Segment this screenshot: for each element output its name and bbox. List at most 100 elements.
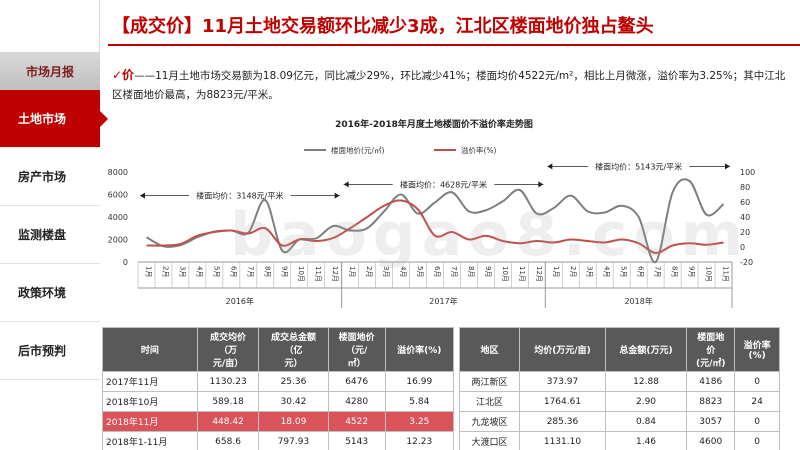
x-tick-label: 4月 — [399, 266, 407, 277]
legend-label: 楼面地价(元/㎡) — [331, 145, 384, 155]
summary-table-cell: 658.6 — [196, 431, 260, 450]
summary-paragraph: ✓价——11月土地市场交易额为18.09亿元，同比减少29%，环比减少41%；楼… — [112, 66, 792, 105]
x-tick-label: 1月 — [552, 266, 560, 277]
summary-table-cell: 1130.23 — [196, 371, 260, 392]
summary-table-cell: 30.42 — [258, 391, 329, 412]
summary-table-cell: 18.09 — [258, 411, 329, 432]
summary-table-row: 2018年11月 448.42 18.09 4522 3.25 — [102, 411, 455, 432]
price-trend-chart: 2016年-2018年月度土地楼面价不溢价率走势图 楼面地价(元/㎡) 溢价率(%… — [104, 112, 764, 322]
sidebar-item-monitored-projects[interactable]: 监测楼盘 — [0, 206, 100, 264]
sidebar-item-land-market[interactable]: 土地市场 — [0, 90, 108, 148]
district-table-row: 九龙坡区 285.36 0.84 3057 0 — [458, 411, 780, 432]
district-table-cell: 0 — [734, 411, 780, 432]
summary-table-cell: 3.25 — [384, 411, 455, 432]
y-left-tick-label: 4000 — [108, 213, 128, 222]
x-tick-label: 2月 — [365, 266, 373, 277]
district-table-cell: 3057 — [686, 411, 736, 432]
summary-table-cell: 6476 — [327, 371, 386, 392]
x-tick-label: 9月 — [688, 266, 696, 277]
x-tick-label: 6月 — [637, 266, 645, 277]
page-title: 【成交价】11月土地交易额环比减少3成，江北区楼面地价独占鳌头 — [112, 16, 654, 37]
summary-table-header-cell: 时间 — [102, 327, 198, 372]
summary-table-cell: 2018年1-11月 — [102, 431, 198, 450]
district-table-cell: 1.46 — [604, 431, 688, 450]
x-tick-label: 7月 — [654, 266, 662, 277]
sidebar-item-property-market[interactable]: 房产市场 — [0, 148, 100, 206]
x-tick-label: 3月 — [382, 266, 390, 277]
y-right-tick-label: 100 — [740, 168, 755, 177]
x-tick-label: 10月 — [297, 266, 305, 282]
summary-table-header-cell: 楼面地价 （元/㎡） — [327, 327, 386, 372]
summary-table-header-cell: 成交总金额 （亿 元） — [258, 327, 329, 372]
annotation-arrow — [725, 163, 730, 170]
district-table-cell: 2.90 — [604, 391, 688, 412]
x-tick-label: 3月 — [586, 266, 594, 277]
x-tick-label: 6月 — [433, 266, 441, 277]
summary-table-cell: 5.84 — [384, 391, 455, 412]
district-table-header-cell: 地区 — [458, 327, 521, 372]
x-year-label: 2018年 — [624, 296, 652, 306]
x-tick-label: 8月 — [467, 266, 475, 277]
district-table-cell: 0 — [734, 371, 780, 392]
y-left-tick-label: 0 — [123, 258, 128, 267]
x-tick-label: 6月 — [229, 266, 237, 277]
x-tick-label: 11月 — [722, 266, 730, 282]
x-tick-label: 7月 — [450, 266, 458, 277]
x-tick-label: 9月 — [484, 266, 492, 277]
x-tick-label: 11月 — [314, 266, 322, 282]
district-table-cell: 24 — [734, 391, 780, 412]
annotation-label: 楼面均价：3148元/平米 — [196, 191, 283, 201]
summary-table-header-cell: 溢价率(%) — [384, 327, 455, 372]
district-table-row: 大渡口区 1131.10 1.46 4600 0 — [458, 431, 780, 450]
summary-table-cell: 2018年11月 — [102, 411, 198, 432]
y-right-tick-label: 40 — [740, 213, 750, 222]
x-tick-label: 9月 — [280, 266, 288, 277]
summary-table-cell: 589.18 — [196, 391, 260, 412]
x-tick-label: 1月 — [348, 266, 356, 277]
x-year-label: 2017年 — [429, 296, 457, 306]
x-tick-label: 8月 — [671, 266, 679, 277]
x-tick-label: 3月 — [178, 266, 186, 277]
district-table-header-cell: 楼面地价 (元/㎡) — [686, 327, 736, 372]
district-table-cell: 两江新区 — [458, 371, 521, 392]
x-tick-label: 12月 — [535, 266, 543, 282]
summary-table: 时间 成交均价 （万 元/亩） 成交总金额 （亿 元） 楼面地价 （元/㎡） 溢价率(%) 201… — [102, 327, 455, 450]
y-right-tick-label: -20 — [740, 258, 753, 267]
district-table-row: 江北区 1764.61 2.90 8823 24 — [458, 391, 780, 412]
summary-table-cell: 5143 — [327, 431, 386, 450]
summary-table-cell: 797.93 — [258, 431, 329, 450]
annotation-arrow — [343, 181, 349, 188]
title-divider — [108, 44, 800, 46]
x-tick-label: 2月 — [161, 266, 169, 277]
district-table-header-cell: 均价(万元/亩) — [519, 327, 606, 372]
annotation-arrow — [140, 192, 145, 199]
annotation-label: 楼面均价：5143元/平米 — [595, 161, 682, 171]
summary-table-header-cell: 成交均价 （万 元/亩） — [196, 327, 260, 372]
annotation-arrow — [538, 181, 544, 188]
y-right-tick-label: 0 — [740, 243, 745, 252]
summary-head: ✓价 — [112, 68, 135, 82]
district-table-header-cell: 总金额(万元) — [604, 327, 688, 372]
annotation-label: 楼面均价：4628元/平米 — [400, 179, 487, 189]
district-table-cell: 1131.10 — [519, 431, 606, 450]
floor-price-line — [145, 178, 725, 264]
sidebar-item-policy[interactable]: 政策环境 — [0, 264, 100, 322]
summary-table-cell: 2018年10月 — [102, 391, 198, 412]
district-table: 地区 均价(万元/亩) 总金额(万元) 楼面地价 (元/㎡) 溢价率 (%) 两江新区 373… — [458, 327, 780, 450]
annotation-arrow — [334, 192, 340, 199]
x-tick-label: 10月 — [705, 266, 713, 282]
district-table-cell: 九龙坡区 — [458, 411, 521, 432]
y-right-tick-label: 20 — [740, 228, 750, 237]
legend-label: 溢价率(%) — [461, 145, 497, 155]
y-left-tick-label: 8000 — [108, 168, 128, 177]
sidebar-top — [0, 0, 100, 52]
district-table-cell: 大渡口区 — [458, 431, 521, 450]
sidebar-header: 市场月报 — [0, 52, 100, 90]
district-table-cell: 285.36 — [519, 411, 606, 432]
district-table-row: 两江新区 373.97 12.88 4186 0 — [458, 371, 780, 392]
x-tick-label: 12月 — [331, 266, 339, 282]
y-right-tick-label: 80 — [740, 183, 750, 192]
district-table-cell: 373.97 — [519, 371, 606, 392]
y-left-tick-label: 2000 — [108, 236, 128, 245]
sidebar-item-forecast[interactable]: 后市预判 — [0, 322, 100, 380]
